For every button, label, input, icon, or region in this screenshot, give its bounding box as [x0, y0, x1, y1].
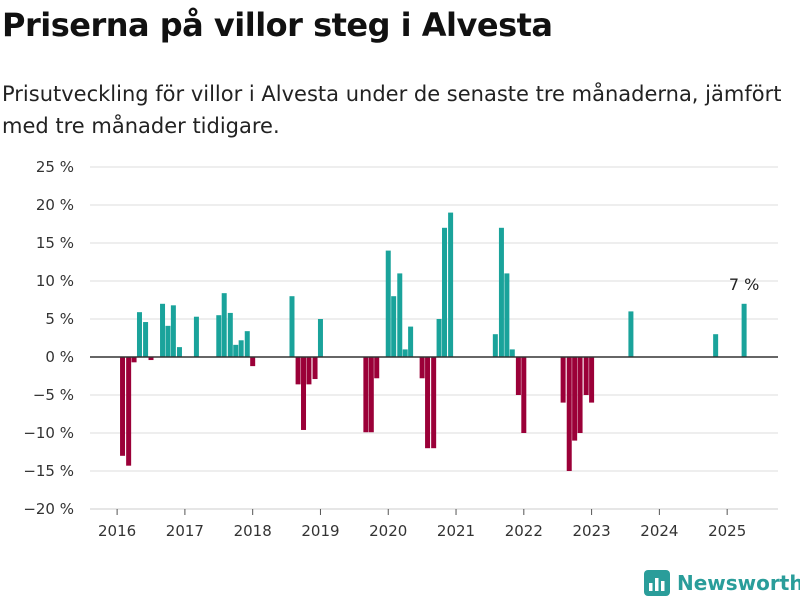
bar-36	[442, 227, 448, 357]
x-tick-label: 2020	[369, 522, 407, 540]
bar-30	[402, 349, 408, 357]
bar-16	[244, 331, 250, 357]
bar-41	[509, 349, 515, 357]
last-value-label: 7 %	[729, 275, 759, 294]
bar-7	[165, 325, 171, 357]
bar-32	[419, 357, 425, 379]
bar-44	[560, 357, 566, 403]
bar-51	[713, 334, 719, 357]
x-tick-label: 2023	[573, 522, 611, 540]
bar-37	[448, 212, 454, 357]
bar-19	[295, 357, 301, 385]
y-tick-label: 10 %	[36, 272, 74, 290]
bar-3	[136, 312, 142, 357]
bar-13	[227, 312, 233, 357]
y-tick-label: −5 %	[33, 386, 74, 404]
bar-14	[233, 344, 239, 357]
bar-22	[312, 357, 318, 380]
bar-47	[577, 357, 583, 433]
bar-38	[492, 334, 498, 357]
bar-33	[425, 357, 431, 449]
x-tick-label: 2019	[301, 522, 339, 540]
bar-31	[408, 326, 414, 357]
bar-11	[216, 315, 222, 357]
bar-29	[397, 273, 403, 357]
brand-name: Newsworthy	[677, 571, 800, 595]
bar-26	[374, 357, 380, 379]
bar-1	[126, 357, 132, 466]
bar-21	[306, 357, 312, 385]
brand-logo-group: Newsworthy	[644, 568, 800, 598]
bar-2	[131, 357, 137, 363]
x-tick-label: 2025	[708, 522, 746, 540]
x-tick-label: 2016	[98, 522, 136, 540]
bar-35	[436, 319, 442, 357]
bar-15	[238, 340, 244, 357]
bar-5	[148, 357, 154, 361]
x-tick-label: 2022	[505, 522, 543, 540]
bar-50	[628, 311, 634, 357]
bar-42	[515, 357, 521, 395]
bar-20	[301, 357, 307, 430]
bar-25	[368, 357, 374, 433]
bar-43	[521, 357, 527, 433]
y-tick-label: 20 %	[36, 196, 74, 214]
y-tick-label: 5 %	[45, 310, 74, 328]
bar-46	[572, 357, 578, 441]
bar-49	[589, 357, 595, 403]
bar-17	[250, 357, 256, 367]
bar-12	[221, 293, 227, 357]
bar-8	[170, 305, 176, 357]
y-tick-label: −15 %	[23, 462, 74, 480]
x-tick-label: 2024	[640, 522, 678, 540]
bar-0	[120, 357, 126, 456]
bar-52	[741, 303, 747, 357]
y-tick-label: −20 %	[23, 500, 74, 518]
grid-lines	[90, 166, 778, 510]
bar-4	[143, 322, 149, 357]
x-tick-label: 2018	[234, 522, 272, 540]
bar-45	[566, 357, 572, 471]
bar-10	[193, 316, 199, 357]
bar-39	[498, 227, 504, 357]
y-tick-label: 25 %	[36, 158, 74, 176]
page-subtitle: Prisutveckling för villor i Alvesta unde…	[2, 82, 782, 138]
bar-40	[504, 273, 510, 357]
y-tick-label: 15 %	[36, 234, 74, 252]
x-tick-label: 2017	[166, 522, 204, 540]
newsworthy-logo-icon	[644, 570, 670, 596]
x-tick-label: 2021	[437, 522, 475, 540]
bar-18	[289, 296, 295, 357]
y-tick-label: 0 %	[45, 348, 74, 366]
bar-34	[431, 357, 437, 449]
bar-6	[160, 303, 166, 357]
bar-23	[317, 319, 323, 357]
bar-9	[176, 347, 182, 357]
bar-28	[391, 296, 397, 357]
bar-48	[583, 357, 589, 395]
x-axis-ticks: 2016 2017 2018 2019 2020 2021 2022 2023 2024 2025	[98, 509, 746, 540]
bars	[120, 212, 747, 471]
bar-24	[363, 357, 369, 433]
y-tick-label: −10 %	[23, 424, 74, 442]
page-title: Priserna på villor steg i Alvesta	[2, 6, 553, 44]
y-axis-ticks: 25 % 20 % 15 % 10 % 5 % 0 % −5 % −10 % −15 % −20 …	[23, 158, 74, 518]
bar-27	[385, 250, 391, 357]
